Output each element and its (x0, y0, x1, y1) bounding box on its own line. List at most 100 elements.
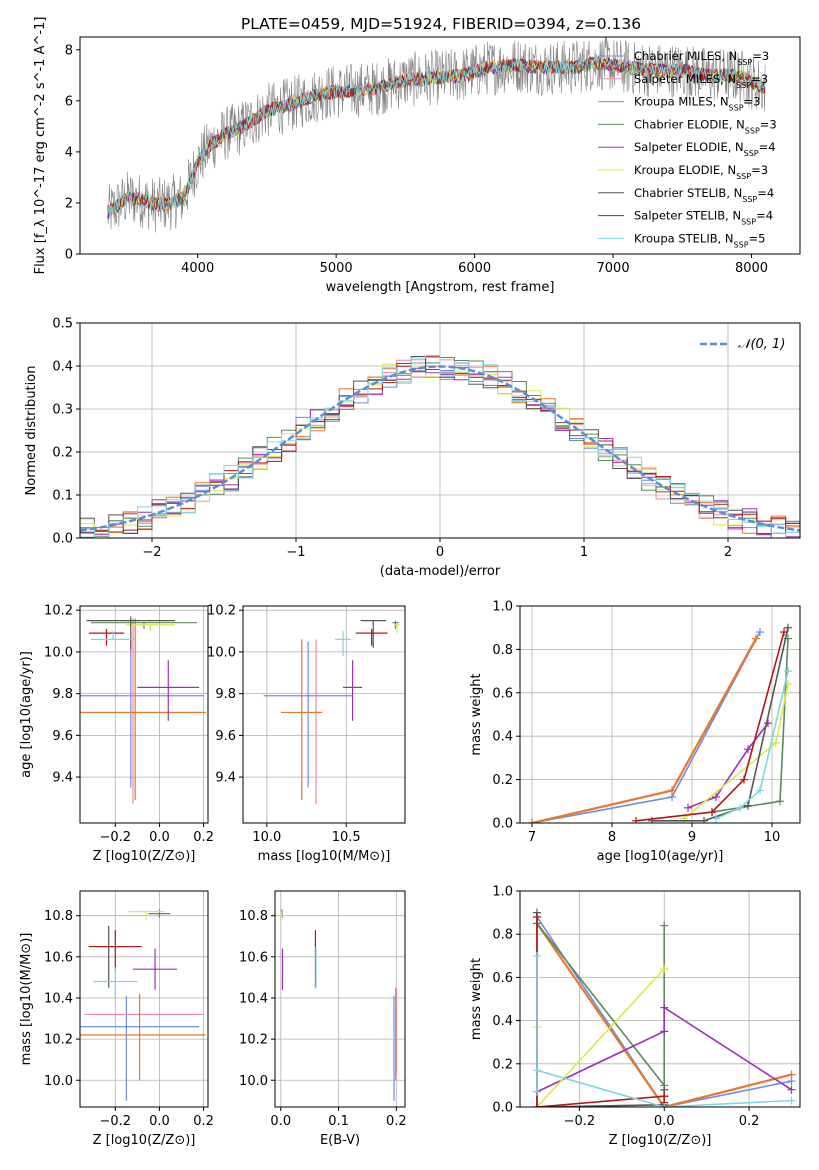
y-tick-label: 10.0 (44, 645, 73, 660)
y-tick-label: 1.0 (492, 600, 513, 615)
weight-marker (684, 803, 692, 812)
plot-area (107, 37, 766, 233)
y-tick-label: 10.0 (239, 1074, 268, 1089)
legend-label: Kroupa STELIB, NSSP=5 (634, 231, 765, 249)
x-tick-label: 0.0 (270, 1114, 291, 1129)
x-axis-label: Z [log10(Z/Z⊙)] (93, 1133, 196, 1148)
y-tick-label: 10.4 (44, 991, 73, 1006)
panel-residuals: −2 −1 0 1 2 0.0 0.1 0.2 0.3 0.4 0.5 (data-model)/er… (24, 317, 801, 579)
y-tick-label: 0.3 (52, 403, 73, 418)
panel-weight_vs_Z: −0.2 0.0 0.2 0.0 0.2 0.4 0.6 0.8 1.0 Z [log10(Z/Z… (469, 885, 801, 1148)
x-tick-label: 0.2 (386, 1114, 407, 1129)
data-point-1 (263, 641, 353, 788)
panel-weight_vs_age: 7 8 9 10 0.0 0.2 0.4 0.6 0.8 1.0 age [log10(age/yr… (469, 600, 801, 864)
y-tick-label: 9.4 (52, 771, 73, 786)
weight-line-5 (687, 722, 769, 809)
model-spectrum-9 (107, 55, 765, 215)
plot-area (80, 909, 206, 1101)
weight-marker (532, 1087, 541, 1096)
x-tick-label: 4000 (181, 261, 214, 276)
y-tick-label: 0.1 (52, 489, 73, 504)
weight-marker (708, 808, 716, 817)
x-tick-label: 10 (764, 830, 781, 845)
axes-frame (242, 605, 406, 824)
x-tick-label: 0.0 (654, 1114, 675, 1129)
axes-frame (519, 890, 801, 1108)
weight-marker (660, 1027, 669, 1036)
plot-area (280, 909, 397, 1101)
data-point-3 (80, 993, 206, 1081)
y-axis-label: Flux [f_λ 10^-17 erg cm^-2 s^-1 A^-1] (33, 17, 48, 275)
weight-marker (756, 628, 764, 637)
y-tick-label: 10.2 (44, 604, 73, 619)
data-point-9 (91, 631, 136, 640)
y-axis-label: Normed distribution (24, 366, 39, 496)
data-point-5 (343, 660, 363, 721)
weight-line-3 (531, 637, 757, 823)
y-tick-label: 0.8 (492, 643, 513, 658)
plot-area (80, 354, 800, 538)
weight-marker (532, 951, 541, 960)
y-tick-label: 10.8 (239, 909, 268, 924)
y-tick-label: 0.0 (52, 532, 73, 547)
weight-marker (744, 745, 752, 754)
plot-area (80, 616, 206, 805)
weight-line-9 (715, 670, 789, 820)
weight-marker (772, 738, 780, 747)
y-tick-label: 4 (65, 145, 73, 160)
legend-label: Salpeter ELODIE, NSSP=4 (634, 140, 776, 158)
data-point-5 (137, 660, 200, 721)
x-tick-label: 0 (436, 545, 444, 560)
weight-marker (740, 775, 748, 784)
legend-label: Kroupa ELODIE, NSSP=3 (634, 163, 768, 181)
data-point-8 (88, 628, 125, 646)
weight-marker (756, 786, 764, 795)
legend-label: Chabrier MILES, NSSP=3 (634, 49, 769, 67)
plot-area (528, 623, 792, 823)
y-tick-label: 0.2 (492, 1057, 513, 1072)
y-axis-label: mass weight (469, 673, 484, 755)
y-tick-label: 0.6 (492, 971, 513, 986)
x-tick-label: 2 (724, 545, 732, 560)
weight-marker (660, 964, 669, 973)
weight-marker (780, 628, 788, 637)
weight-marker (532, 1103, 541, 1107)
weight-marker (712, 814, 720, 823)
weight-marker (660, 1003, 669, 1012)
legend-label: Salpeter MILES, NSSP=3 (634, 72, 768, 90)
x-axis-label: (data-model)/error (380, 564, 501, 579)
x-tick-label: −2 (142, 545, 161, 560)
data-point-7 (360, 620, 386, 648)
x-tick-label: 0.0 (149, 1114, 170, 1129)
y-tick-label: 2 (65, 196, 73, 211)
weight-marker (736, 803, 744, 812)
weight-line-1 (531, 631, 761, 823)
plot-area (532, 908, 796, 1107)
y-tick-label: 6 (65, 94, 73, 109)
data-point-4 (91, 622, 197, 629)
x-axis-label: wavelength [Angstrom, rest frame] (326, 280, 555, 295)
x-tick-label: 7 (528, 830, 536, 845)
x-tick-label: 7000 (597, 261, 630, 276)
data-point-6 (393, 624, 401, 634)
data-point-8 (88, 930, 142, 972)
y-tick-label: 0.4 (492, 730, 513, 745)
legend-label: Kroupa MILES, NSSP=3 (634, 95, 760, 113)
axes-frame (79, 36, 801, 255)
data-point-1 (80, 641, 204, 788)
x-axis-label: mass [log10(M/M⊙)] (258, 849, 391, 864)
y-tick-label: 9.6 (52, 729, 73, 744)
x-tick-label: −0.2 (100, 1114, 132, 1129)
data-point-1 (80, 995, 200, 1101)
y-axis-label: age [log10(age/yr)] (19, 651, 34, 778)
data-point-8 (355, 628, 388, 646)
legend: Chabrier MILES, NSSP=3 Salpeter MILES, NS… (598, 49, 777, 249)
x-tick-label: 10.0 (252, 830, 281, 845)
data-point-9 (335, 631, 351, 657)
axes-frame (79, 605, 209, 824)
y-tick-label: 0.4 (52, 360, 73, 375)
y-axis-label: mass [log10(M/M⊙)] (19, 933, 34, 1066)
x-tick-label: −0.2 (100, 830, 132, 845)
data-point-6 (128, 910, 164, 920)
weight-marker (660, 1103, 669, 1107)
